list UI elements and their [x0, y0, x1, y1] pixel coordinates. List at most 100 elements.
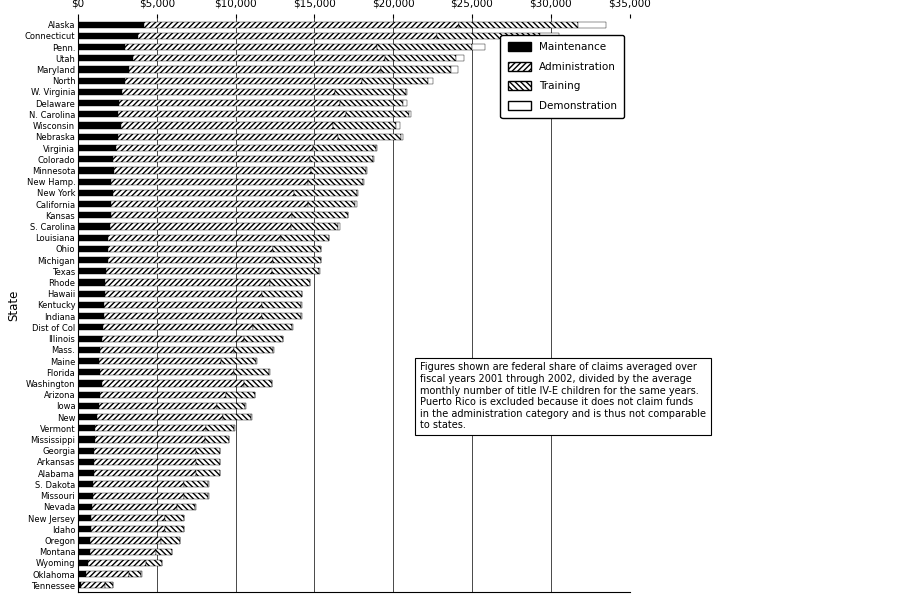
Bar — [244, 380, 272, 386]
Bar — [312, 167, 367, 173]
Bar — [81, 582, 105, 588]
Bar — [292, 212, 347, 218]
Bar — [406, 89, 407, 95]
Bar — [78, 493, 93, 499]
Bar — [401, 134, 403, 140]
Bar — [86, 571, 129, 577]
Bar — [270, 279, 310, 286]
Bar — [403, 100, 407, 106]
Bar — [78, 347, 100, 353]
Bar — [197, 459, 220, 465]
Bar — [103, 324, 253, 331]
Bar — [111, 179, 308, 185]
Text: Figures shown are federal share of claims averaged over
fiscal years 2001 throug: Figures shown are federal share of claim… — [420, 362, 706, 431]
Bar — [113, 156, 310, 162]
Bar — [95, 437, 205, 443]
Bar — [78, 414, 97, 420]
Bar — [308, 201, 356, 207]
Bar — [78, 369, 100, 376]
Bar — [234, 369, 268, 376]
Bar — [78, 33, 138, 39]
Bar — [78, 526, 91, 532]
Bar — [105, 291, 263, 297]
Bar — [138, 33, 437, 39]
Bar — [78, 538, 90, 544]
Bar — [78, 145, 116, 151]
Bar — [165, 526, 184, 532]
Bar — [91, 526, 165, 532]
Bar — [119, 100, 340, 106]
Bar — [385, 55, 456, 62]
Bar — [78, 335, 102, 341]
Bar — [217, 403, 245, 409]
Bar — [226, 392, 255, 398]
Bar — [312, 145, 376, 151]
Bar — [78, 179, 111, 185]
Bar — [102, 380, 244, 386]
Bar — [161, 538, 180, 544]
Bar — [90, 548, 156, 555]
Bar — [78, 548, 90, 555]
Bar — [93, 493, 185, 499]
Bar — [451, 66, 458, 72]
Bar — [294, 190, 357, 196]
Bar — [104, 302, 262, 308]
Legend: Maintenance, Administration, Training, Demonstration: Maintenance, Administration, Training, D… — [501, 35, 624, 118]
Bar — [129, 571, 142, 577]
Bar — [78, 22, 144, 28]
Bar — [310, 156, 373, 162]
Bar — [94, 470, 197, 476]
Bar — [205, 437, 229, 443]
Bar — [376, 145, 378, 151]
Bar — [373, 156, 374, 162]
Bar — [78, 224, 109, 230]
Bar — [338, 134, 401, 140]
Bar — [78, 269, 107, 274]
Bar — [380, 66, 451, 72]
Bar — [409, 111, 411, 117]
Bar — [362, 78, 428, 84]
Bar — [78, 257, 108, 263]
Bar — [253, 324, 292, 331]
Bar — [78, 212, 111, 218]
Bar — [105, 582, 113, 588]
Bar — [78, 313, 104, 319]
Bar — [281, 234, 329, 241]
Bar — [122, 89, 335, 95]
Bar — [456, 55, 464, 62]
Bar — [378, 44, 472, 50]
Bar — [78, 515, 91, 521]
Bar — [146, 560, 162, 566]
Bar — [335, 89, 406, 95]
Bar — [104, 313, 262, 319]
Bar — [78, 582, 81, 588]
Bar — [308, 179, 363, 185]
Bar — [290, 224, 338, 230]
Bar — [78, 380, 102, 386]
Bar — [185, 493, 208, 499]
Bar — [78, 481, 93, 487]
Bar — [78, 291, 105, 297]
Bar — [111, 201, 308, 207]
Y-axis label: State: State — [7, 289, 20, 321]
Bar — [272, 269, 319, 274]
Bar — [78, 167, 114, 173]
Bar — [78, 246, 108, 252]
Bar — [90, 538, 161, 544]
Bar — [263, 291, 301, 297]
Bar — [577, 22, 606, 28]
Bar — [340, 100, 403, 106]
Bar — [78, 403, 98, 409]
Bar — [93, 481, 185, 487]
Bar — [78, 44, 125, 50]
Bar — [78, 123, 120, 129]
Bar — [197, 448, 220, 454]
Bar — [338, 224, 340, 230]
Bar — [144, 22, 460, 28]
Bar — [100, 369, 234, 376]
Bar — [97, 414, 223, 420]
Bar — [206, 425, 234, 431]
Bar — [111, 212, 292, 218]
Bar — [274, 246, 321, 252]
Bar — [120, 123, 334, 129]
